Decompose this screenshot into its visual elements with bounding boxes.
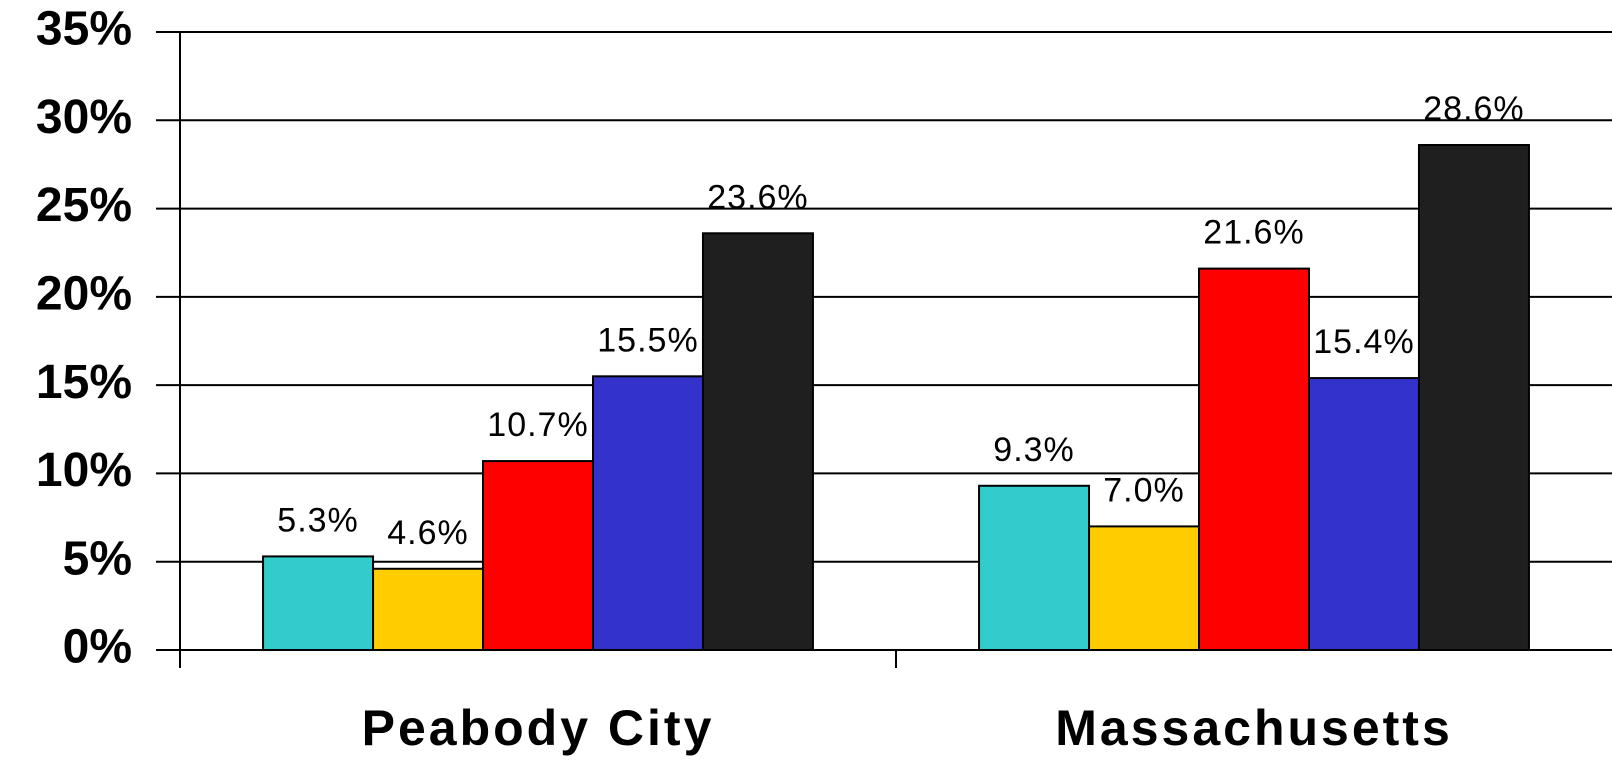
bar: [1417, 144, 1530, 651]
value-label: 28.6%: [1423, 90, 1524, 128]
value-label: 23.6%: [707, 178, 808, 216]
bar: [1307, 377, 1420, 651]
x-tick-label: Peabody City: [362, 700, 715, 756]
y-tick-label: 30%: [36, 91, 132, 144]
bar: [262, 555, 375, 651]
bar: [591, 375, 704, 651]
value-label: 7.0%: [1103, 471, 1185, 509]
value-label: 9.3%: [993, 431, 1075, 469]
bar: [482, 460, 594, 651]
y-tick-label: 0%: [63, 621, 132, 674]
y-tick-label: 35%: [36, 3, 132, 56]
value-label: 15.4%: [1313, 323, 1414, 361]
value-label: 4.6%: [387, 514, 469, 552]
value-label: 5.3%: [277, 501, 359, 539]
value-label: 10.7%: [487, 406, 588, 444]
value-label: 21.6%: [1203, 214, 1304, 252]
y-tick-label: 15%: [36, 356, 132, 409]
x-tick-label: Massachusetts: [1055, 700, 1453, 756]
bar: [1198, 267, 1310, 651]
value-label: 15.5%: [597, 321, 698, 359]
bar: [1088, 525, 1201, 652]
bar: [372, 567, 485, 652]
bar: [978, 484, 1091, 651]
y-tick-label: 10%: [36, 444, 132, 497]
bar: [701, 232, 814, 651]
y-tick-label: 25%: [36, 179, 132, 232]
y-tick-label: 5%: [63, 532, 132, 585]
y-tick-label: 20%: [36, 268, 132, 321]
